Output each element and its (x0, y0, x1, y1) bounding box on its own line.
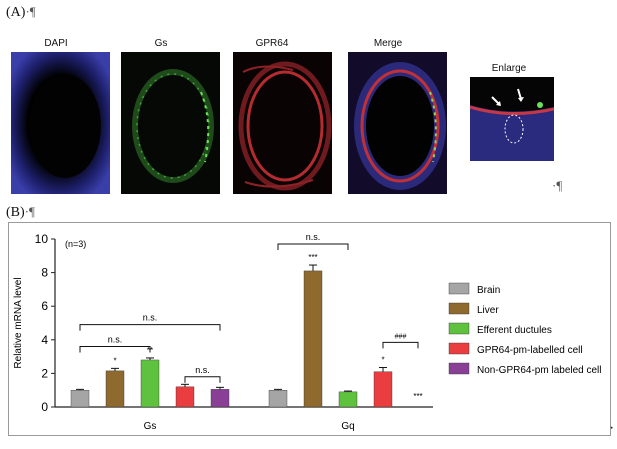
y-axis-title: Relative mRNA level (13, 277, 24, 368)
dapi-label: DAPI (44, 38, 68, 49)
significance-stars: * (381, 356, 384, 365)
comparison-bracket (277, 243, 349, 251)
arrow-icon (517, 88, 524, 102)
sample-size-note: (n=3) (65, 239, 86, 249)
paragraph-mark: ·¶ (24, 204, 35, 219)
legend-label: Non-GPR64-pm labeled cell (477, 365, 602, 376)
dapi-micrograph (11, 52, 110, 194)
comparison-label: n.s. (108, 335, 123, 345)
legend-label: GPR64-pm-labelled cell (477, 345, 583, 356)
bar (105, 370, 125, 408)
trailing-paragraph-mark: ·¶ (552, 178, 563, 193)
legend-swatch (448, 362, 470, 375)
panel-b-tag: (B) (6, 205, 25, 220)
y-tick-label: 0 (41, 400, 48, 414)
legend-label: Liver (477, 305, 499, 316)
comparison-label: ### (395, 333, 407, 340)
enlarge-label: Enlarge (491, 63, 527, 74)
significance-stars: *** (308, 253, 317, 262)
comparison-label: n.s. (143, 313, 158, 323)
gpr64-label: GPR64 (255, 38, 289, 49)
x-category-label: Gq (341, 421, 354, 432)
gs-label: Gs (154, 38, 168, 49)
comparison-label: n.s. (195, 365, 210, 375)
significance-stars: * (113, 356, 116, 365)
bar (210, 389, 230, 408)
y-tick-label: 2 (41, 366, 48, 380)
legend-swatch (448, 282, 470, 295)
bar (373, 371, 393, 408)
comparison-bracket (79, 346, 151, 353)
merge-micrograph (348, 52, 447, 194)
enlarge-micrograph (470, 77, 554, 161)
legend-label: Brain (477, 285, 500, 296)
y-tick-label: 8 (41, 266, 48, 280)
y-tick-label: 6 (41, 299, 48, 313)
y-tick-label: 4 (41, 333, 48, 347)
comparison-bracket (184, 376, 221, 383)
gpr64-micrograph (233, 52, 332, 194)
bar (303, 270, 323, 408)
y-tick-label: 10 (35, 232, 49, 246)
trailing-bullet: · (609, 419, 615, 436)
bar (338, 391, 358, 408)
panel-a-tag: (A) (6, 5, 26, 20)
merge-label: Merge (373, 38, 403, 49)
paragraph-mark: ·¶ (25, 4, 36, 19)
panel-a-label: (A)·¶ (6, 4, 36, 21)
bar (140, 359, 160, 408)
legend-swatch (448, 342, 470, 355)
arrow-icon (491, 96, 501, 106)
bar (175, 386, 195, 408)
legend-label: Efferent ductules (477, 325, 552, 336)
panel-b-label: (B)·¶ (6, 204, 35, 221)
legend-swatch (448, 322, 470, 335)
bar (268, 389, 288, 408)
bar (70, 389, 90, 408)
legend-swatch (448, 302, 470, 315)
x-category-label: Gs (144, 421, 157, 432)
comparison-bracket (382, 341, 419, 349)
gs-micrograph (121, 52, 220, 194)
significance-stars: *** (413, 392, 422, 401)
chart-frame: 0 2 4 6 8 10 Relative mRNA level (n=3) Gs Gq * *** *… (8, 222, 611, 436)
comparison-label: n.s. (306, 232, 321, 242)
comparison-bracket (79, 324, 221, 331)
